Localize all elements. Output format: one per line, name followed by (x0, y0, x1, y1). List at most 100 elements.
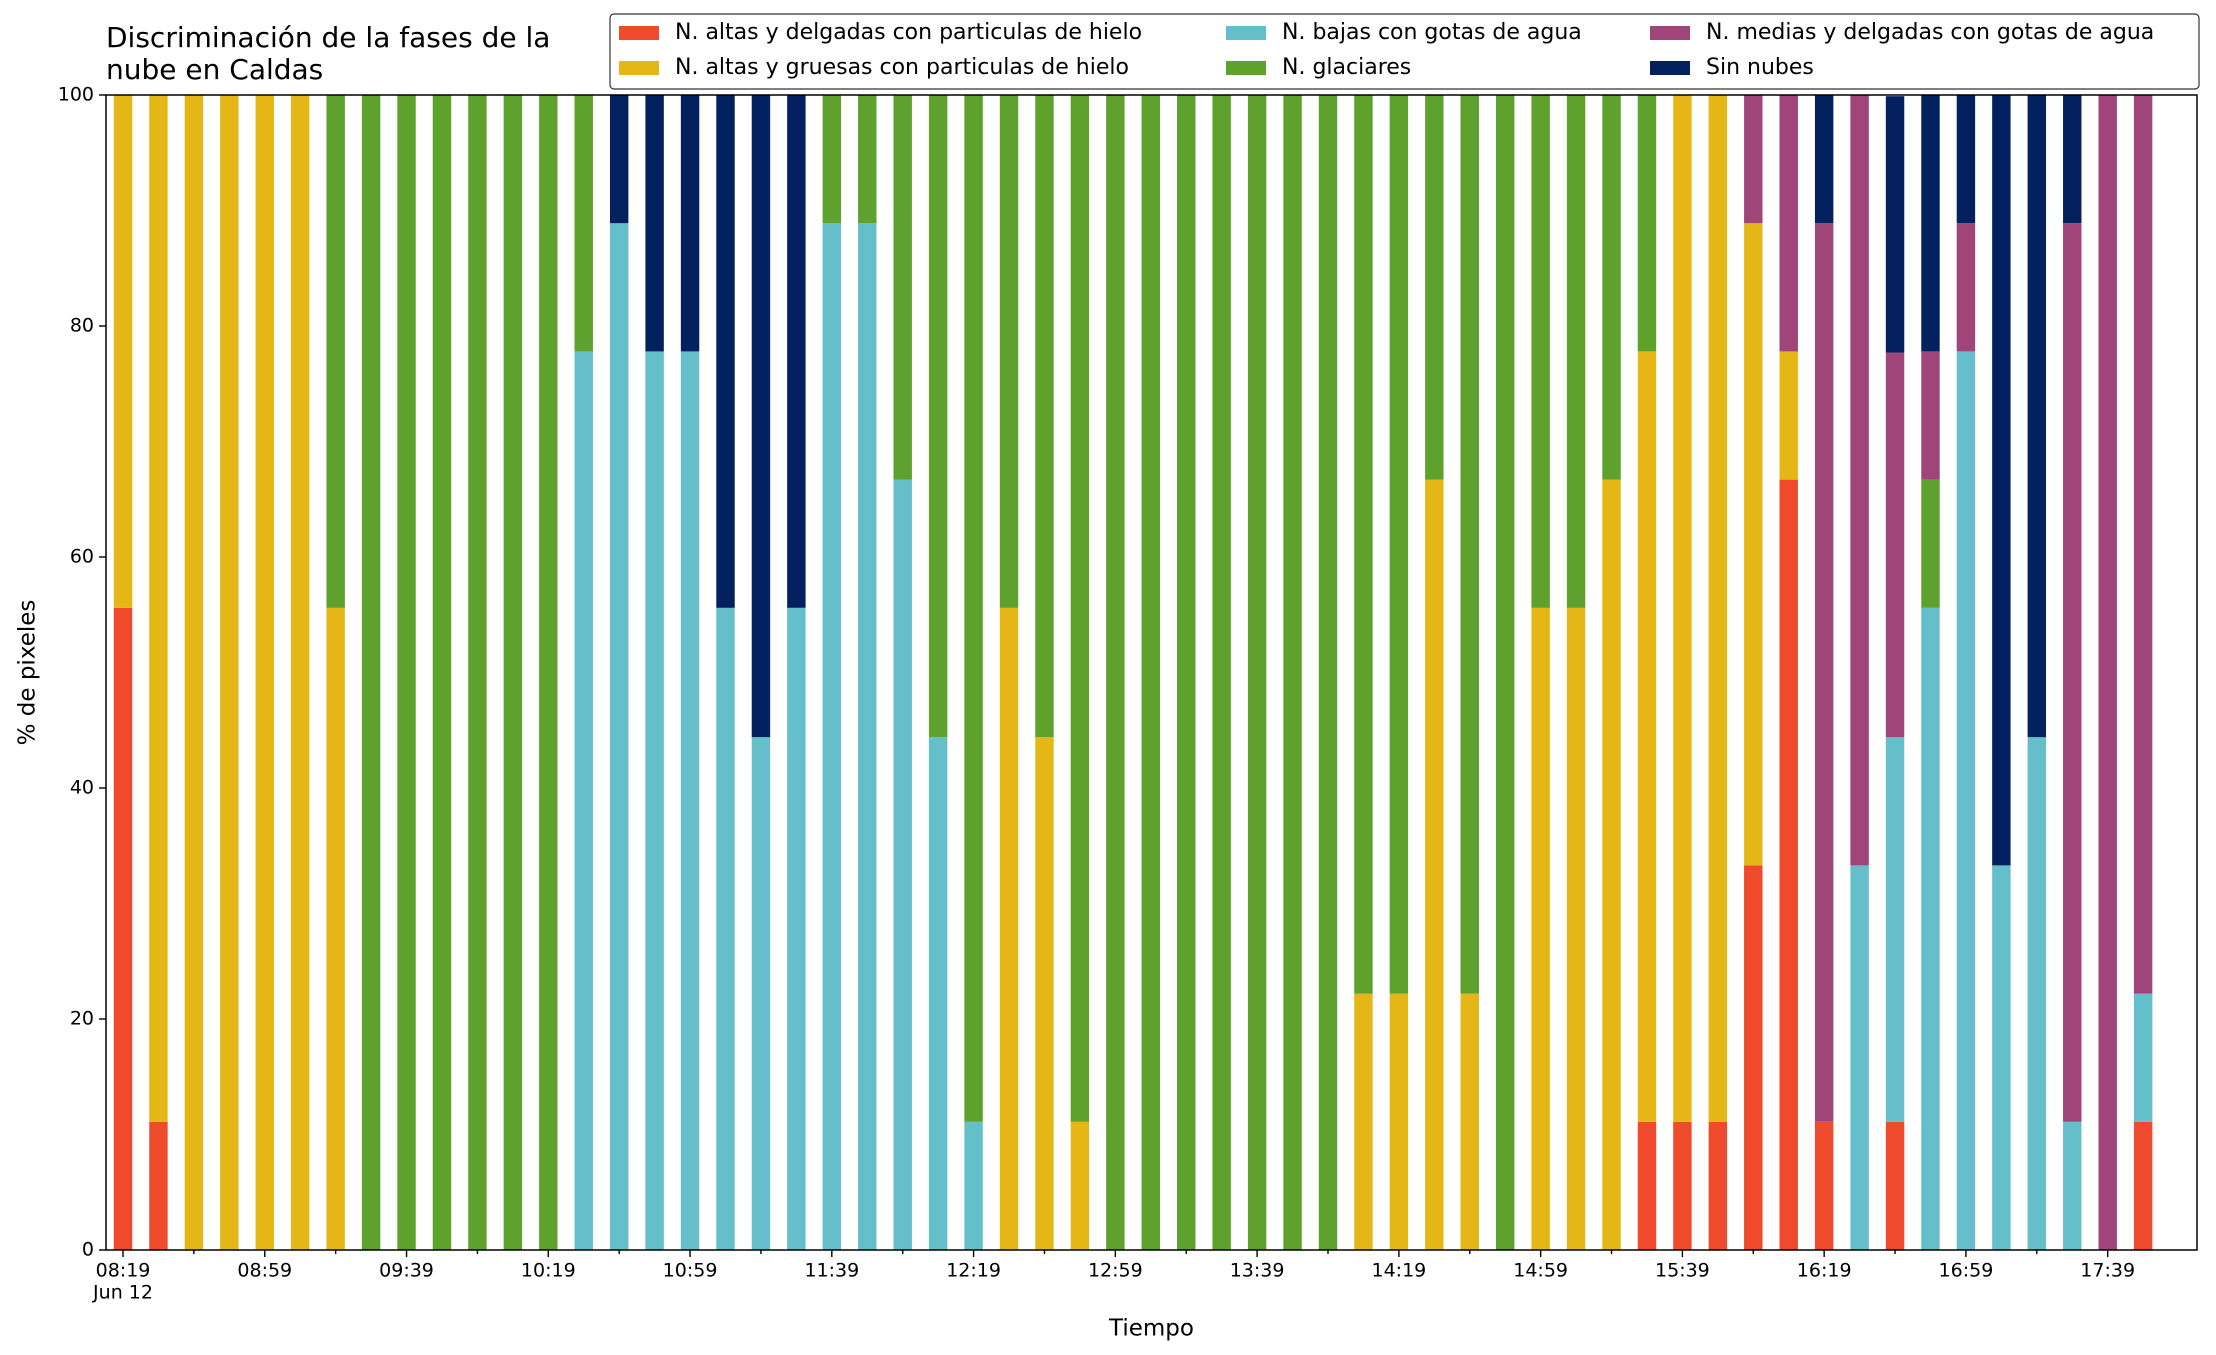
bar-segment (1566, 607, 1586, 1250)
y-tick-label: 100 (58, 84, 94, 106)
bar-segment (1495, 95, 1515, 1250)
legend-swatch (619, 61, 659, 75)
x-tick-label: 14:19 (1371, 1260, 1426, 1282)
bar-segment (1531, 607, 1550, 1250)
bar-segment (1744, 223, 1763, 866)
x-tick-label: 16:19 (1797, 1260, 1852, 1282)
bar-segment (1531, 95, 1550, 608)
bar-segment (1956, 95, 1976, 224)
bar-segment (149, 1121, 168, 1250)
x-tick-label: 10:19 (521, 1260, 576, 1282)
bar-segment (432, 95, 452, 1250)
bar-segment (1637, 95, 1657, 352)
legend-swatch (1226, 26, 1266, 40)
legend-label: N. medias y delgadas con gotas de agua (1706, 20, 2154, 45)
x-tick-label: 12:59 (1088, 1260, 1143, 1282)
bar-segment (1035, 95, 1054, 738)
bar-segment (964, 1121, 983, 1250)
bar-segment (1354, 95, 1373, 994)
bar-segment (609, 95, 629, 224)
x-tick-label: 14:59 (1513, 1260, 1568, 1282)
bar-segment (609, 223, 629, 1251)
legend-swatch (1650, 61, 1690, 75)
x-tick-label: 08:19 (96, 1260, 151, 1282)
bar-segment (1779, 479, 1798, 1250)
y-tick-label: 0 (82, 1239, 94, 1261)
x-tick-label: 13:39 (1230, 1260, 1285, 1282)
bar-segment (893, 479, 912, 1250)
bar-segment (220, 95, 239, 1250)
bar-segment (1814, 1121, 1834, 1250)
bar-segment (2063, 223, 2082, 1122)
bar-segment (645, 95, 664, 352)
bar-segment (113, 607, 133, 1250)
bar-segment (291, 95, 310, 1250)
legend-label: N. bajas con gotas de agua (1282, 20, 1582, 45)
bar-segment (1035, 737, 1054, 1250)
bar-segment (858, 95, 877, 224)
bar-segment (2133, 993, 2153, 1122)
bar-segment (2027, 737, 2047, 1250)
bar-segment (751, 95, 771, 738)
bar-segment (1885, 737, 1905, 1122)
x-tick-label: 09:39 (379, 1260, 434, 1282)
bar-segment (1744, 865, 1763, 1250)
x-tick-label: 10:59 (663, 1260, 718, 1282)
bar-segment (1389, 95, 1409, 994)
bar-segment (2063, 95, 2082, 224)
bar-segment (1673, 95, 1692, 1122)
bar-segment (1177, 95, 1196, 1250)
legend-swatch (1650, 26, 1690, 40)
bar-segment (1850, 865, 1869, 1250)
bar-segment (1637, 1121, 1657, 1250)
bar-segment (858, 223, 877, 1251)
bar-segment (680, 95, 700, 352)
bar-segment (680, 351, 700, 1250)
x-tick-label: 16:59 (1939, 1260, 1994, 1282)
bar-segment (255, 95, 274, 1250)
bar-segment (1992, 865, 2011, 1250)
legend-swatch (1226, 61, 1266, 75)
legend-label: N. altas y delgadas con particulas de hi… (675, 20, 1142, 45)
plot-frame (105, 94, 2198, 1251)
y-tick-label: 20 (70, 1008, 94, 1030)
bar-segment (2133, 95, 2153, 994)
bar-segment (1744, 95, 1763, 224)
bar-segment (1708, 95, 1728, 1122)
bar-segment (928, 95, 948, 738)
bar-segment (1389, 993, 1409, 1250)
bar-segment (1673, 1121, 1692, 1250)
bar-segment (1885, 96, 1905, 353)
x-date-label: Jun 12 (92, 1282, 153, 1304)
bar-segment (113, 95, 133, 608)
bar-segment (1602, 479, 1621, 1250)
bar-segment (2063, 1121, 2082, 1250)
bar-segment (361, 95, 381, 1250)
bar-segment (716, 95, 735, 608)
bar-segment (184, 95, 204, 1250)
y-tick-label: 60 (70, 546, 94, 568)
chart-title: Discriminación de la fases de la nube en… (106, 21, 551, 86)
bar-segment (1779, 95, 1798, 352)
bar-segment (1354, 993, 1373, 1250)
bar-segment (1425, 95, 1444, 480)
y-axis-label: % de pixeles (15, 600, 41, 746)
bar-segment (1921, 95, 1940, 352)
bar-segment (999, 607, 1019, 1250)
legend-label: Sin nubes (1706, 55, 1814, 80)
bar-segment (1602, 95, 1621, 480)
bar-segment (1921, 479, 1940, 608)
bar-segment (1070, 95, 1090, 1122)
bar-segment (1247, 95, 1267, 1250)
bar-segment (574, 351, 593, 1250)
bar-segment (1425, 479, 1444, 1250)
bar-segment (2027, 95, 2047, 738)
bar-segment (822, 223, 842, 1251)
bar-segment (999, 95, 1019, 608)
legend: N. altas y delgadas con particulas de hi… (609, 13, 2200, 90)
bar-segment (1283, 95, 1302, 1250)
bar-segment (326, 95, 345, 608)
bar-segment (2098, 95, 2117, 1250)
